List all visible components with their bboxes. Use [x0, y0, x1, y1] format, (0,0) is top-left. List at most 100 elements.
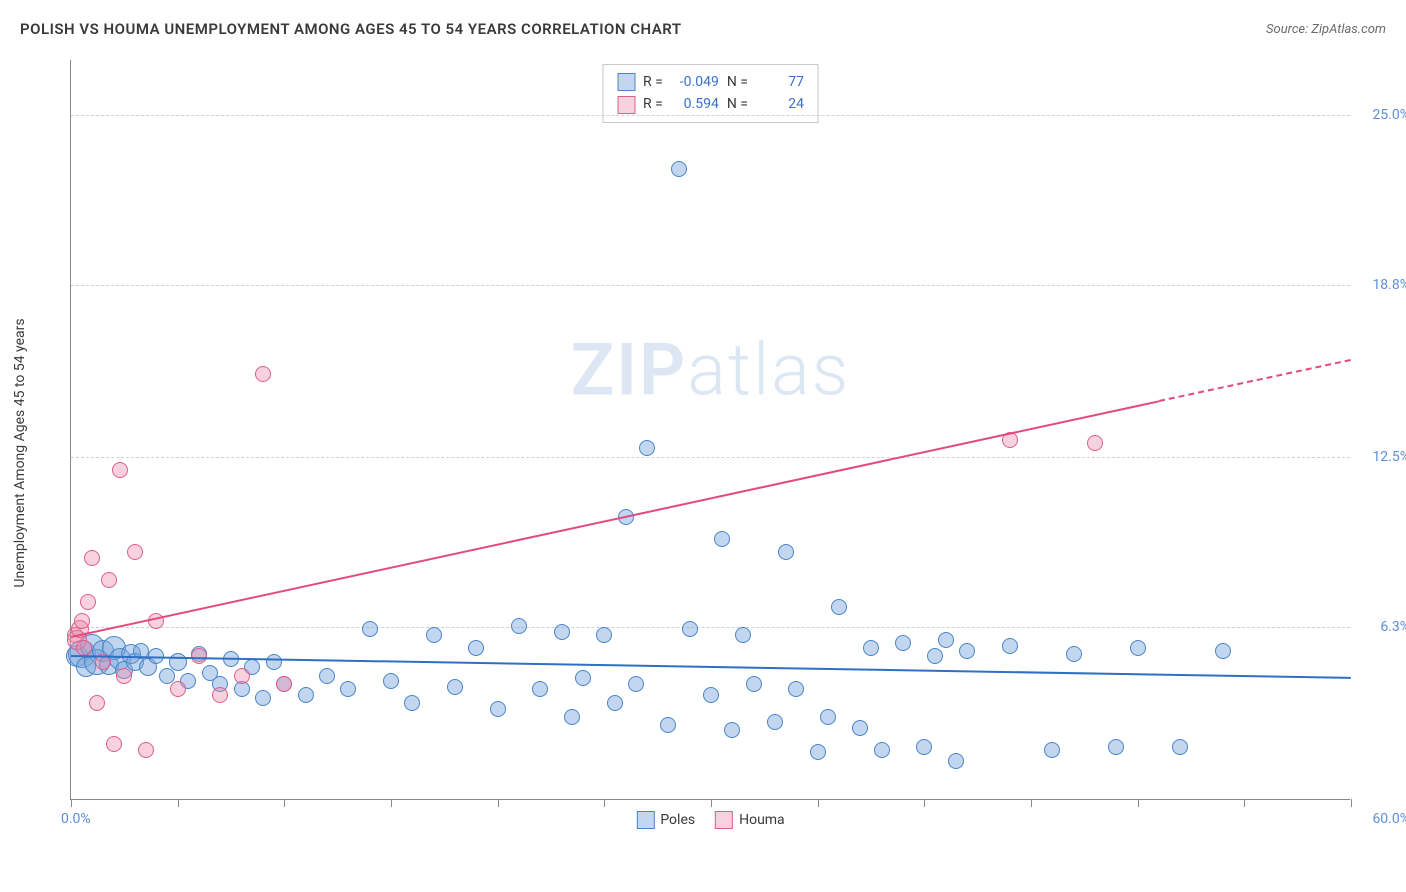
plot-region: ZIPatlas R = -0.049 N = 77 R = 0.594 N =…: [70, 60, 1350, 800]
x-tick: [818, 799, 819, 807]
data-point: [426, 627, 442, 643]
y-tick-label: 12.5%: [1372, 449, 1406, 465]
data-point: [138, 742, 154, 758]
data-point: [948, 753, 964, 769]
legend-label-houma: Houma: [739, 812, 785, 828]
data-point: [959, 643, 975, 659]
stat-n-label: N =: [727, 93, 748, 115]
x-tick: [1138, 799, 1139, 807]
data-point: [234, 681, 250, 697]
data-point: [671, 161, 687, 177]
data-point: [778, 544, 794, 560]
data-point: [74, 613, 90, 629]
data-point: [468, 640, 484, 656]
data-point: [607, 695, 623, 711]
data-point: [554, 624, 570, 640]
data-point: [319, 668, 335, 684]
data-point: [938, 632, 954, 648]
data-point: [404, 695, 420, 711]
y-tick-label: 25.0%: [1372, 107, 1406, 123]
gridline: [71, 285, 1350, 286]
x-axis-max-label: 60.0%: [1372, 811, 1406, 827]
swatch-houma: [617, 96, 635, 114]
data-point: [682, 621, 698, 637]
data-point: [1108, 739, 1124, 755]
x-tick: [71, 799, 72, 807]
data-point: [101, 572, 117, 588]
data-point: [1002, 638, 1018, 654]
x-tick: [1031, 799, 1032, 807]
bottom-legend: Poles Houma: [636, 811, 784, 829]
x-tick: [924, 799, 925, 807]
x-tick: [604, 799, 605, 807]
data-point: [234, 668, 250, 684]
data-point: [575, 670, 591, 686]
data-point: [112, 462, 128, 478]
data-point: [810, 744, 826, 760]
x-tick: [1244, 799, 1245, 807]
data-point: [80, 594, 96, 610]
data-point: [788, 681, 804, 697]
data-point: [820, 709, 836, 725]
stat-r-label: R =: [643, 71, 663, 93]
data-point: [767, 714, 783, 730]
data-point: [362, 621, 378, 637]
data-point: [170, 681, 186, 697]
chart-header: POLISH VS HOUMA UNEMPLOYMENT AMONG AGES …: [20, 20, 1386, 38]
data-point: [76, 640, 92, 656]
data-point: [852, 720, 868, 736]
data-point: [298, 687, 314, 703]
stat-n-houma: 24: [756, 93, 804, 115]
data-point: [874, 742, 890, 758]
gridline: [71, 457, 1350, 458]
stat-r-label: R =: [643, 93, 663, 115]
data-point: [340, 681, 356, 697]
watermark-light: atlas: [687, 328, 850, 413]
data-point: [703, 687, 719, 703]
data-point: [714, 531, 730, 547]
data-point: [116, 668, 132, 684]
data-point: [735, 627, 751, 643]
stat-n-label: N =: [727, 71, 748, 93]
swatch-poles: [617, 73, 635, 91]
stat-r-houma: 0.594: [671, 93, 719, 115]
data-point: [927, 648, 943, 664]
x-tick: [498, 799, 499, 807]
data-point: [746, 676, 762, 692]
data-point: [831, 599, 847, 615]
chart-area: Unemployment Among Ages 45 to 54 years Z…: [50, 60, 1370, 830]
x-tick: [391, 799, 392, 807]
y-axis-label: Unemployment Among Ages 45 to 54 years: [12, 318, 28, 587]
data-point: [212, 687, 228, 703]
x-tick: [711, 799, 712, 807]
stat-r-poles: -0.049: [671, 71, 719, 93]
watermark: ZIPatlas: [571, 328, 851, 413]
legend-stats-row-poles: R = -0.049 N = 77: [617, 71, 804, 93]
data-point: [255, 366, 271, 382]
data-point: [1044, 742, 1060, 758]
data-point: [863, 640, 879, 656]
data-point: [383, 673, 399, 689]
legend-item-houma: Houma: [715, 811, 785, 829]
legend-stats-row-houma: R = 0.594 N = 24: [617, 93, 804, 115]
data-point: [628, 676, 644, 692]
data-point: [89, 695, 105, 711]
chart-source: Source: ZipAtlas.com: [1266, 22, 1386, 37]
data-point: [276, 676, 292, 692]
stat-n-poles: 77: [756, 71, 804, 93]
data-point: [266, 654, 282, 670]
data-point: [564, 709, 580, 725]
legend-label-poles: Poles: [660, 812, 695, 828]
data-point: [1130, 640, 1146, 656]
data-point: [106, 736, 122, 752]
legend-item-poles: Poles: [636, 811, 695, 829]
watermark-bold: ZIP: [571, 328, 687, 413]
data-point: [532, 681, 548, 697]
chart-title: POLISH VS HOUMA UNEMPLOYMENT AMONG AGES …: [20, 20, 682, 38]
data-point: [255, 690, 271, 706]
y-tick-label: 6.3%: [1380, 619, 1406, 635]
trend-line: [71, 400, 1159, 638]
data-point: [895, 635, 911, 651]
data-point: [127, 544, 143, 560]
x-axis-min-label: 0.0%: [61, 811, 91, 827]
